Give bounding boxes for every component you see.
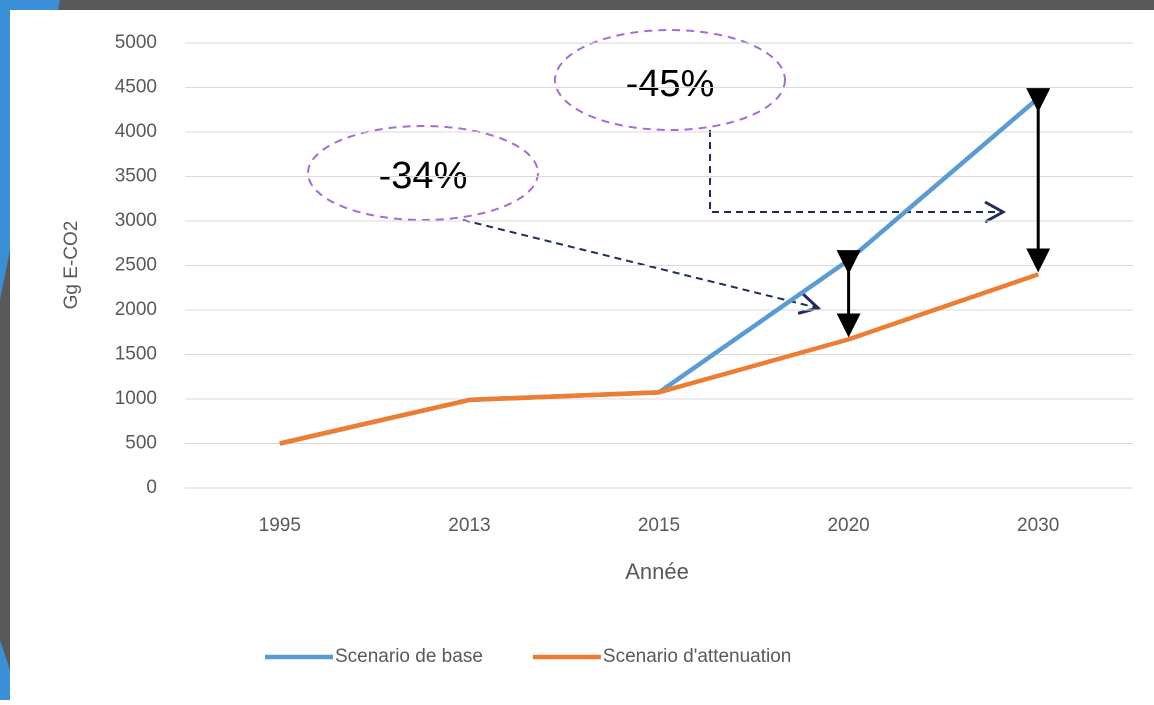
x-tick-label: 2030 [1017, 515, 1059, 536]
legend-label: Scenario de base [335, 646, 483, 667]
x-tick-label: 2013 [448, 515, 490, 536]
x-tick-label: 2020 [827, 515, 869, 536]
legend-label: Scenario d'attenuation [603, 646, 792, 667]
y-tick-label: 2000 [115, 299, 157, 320]
annotation-ellipse [554, 29, 786, 131]
y-tick-label: 2500 [115, 255, 157, 276]
y-tick-label: 3500 [115, 166, 157, 187]
x-tick-label: 2015 [638, 515, 680, 536]
y-axis-label: Gg E-CO2 [61, 221, 82, 310]
annotation: -45% [626, 63, 715, 105]
x-axis-label: Année [625, 559, 689, 584]
y-tick-label: 0 [146, 477, 157, 498]
series-line [279, 272, 1039, 446]
y-tick-label: 1000 [115, 388, 157, 409]
dashed-arrow [462, 219, 821, 315]
y-tick-label: 5000 [115, 32, 157, 53]
y-tick-label: 500 [125, 433, 157, 454]
y-tick-label: 1500 [115, 344, 157, 365]
y-tick-label: 3000 [115, 210, 157, 231]
annotation-ellipse [307, 125, 539, 221]
y-tick-label: 4500 [115, 77, 157, 98]
x-tick-label: 1995 [259, 515, 301, 536]
y-tick-label: 4000 [115, 121, 157, 142]
